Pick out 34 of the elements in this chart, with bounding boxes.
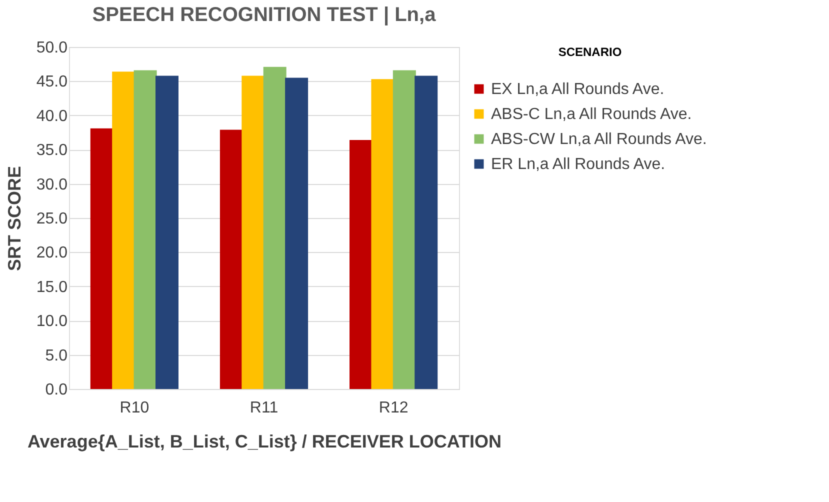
y-tick-label: 20.0 — [36, 244, 68, 262]
legend-label: ABS-C Ln,a All Rounds Ave. — [491, 106, 692, 123]
chart-title: SPEECH RECOGNITION TEST | Ln,a — [92, 4, 437, 26]
bar — [414, 76, 438, 389]
bar — [263, 66, 286, 389]
y-tick-label: 45.0 — [36, 74, 68, 91]
x-tick-label: R10 — [120, 400, 150, 416]
x-tick-label: R12 — [378, 400, 408, 416]
y-tick-label: 30.0 — [36, 176, 68, 194]
legend-title: SCENARIO — [558, 45, 622, 59]
bar — [112, 72, 136, 389]
y-tick-label: 50.0 — [36, 40, 68, 56]
bar — [220, 130, 243, 389]
y-tick-label: 0.0 — [45, 382, 68, 398]
bar — [350, 140, 373, 389]
bar — [242, 76, 265, 389]
bar — [285, 78, 308, 389]
bar — [155, 76, 178, 389]
y-tick-label: 5.0 — [45, 347, 68, 364]
legend-label: EX Ln,a All Rounds Ave. — [491, 81, 664, 98]
x-axis-title: Average{A_List, B_List, C_List} / RECEIVER LOCATION — [27, 432, 502, 452]
y-tick-label: 10.0 — [36, 313, 68, 330]
y-tick-label: 15.0 — [36, 278, 68, 296]
y-axis-title: SRT SCORE — [4, 166, 24, 272]
x-tick-label: R11 — [250, 400, 278, 416]
legend-label: ER Ln,a All Rounds Ave. — [491, 156, 666, 173]
y-tick-label: 35.0 — [36, 142, 68, 160]
bar — [371, 79, 394, 389]
bar — [392, 70, 416, 389]
bar — [90, 128, 114, 389]
y-tick-label: 40.0 — [36, 108, 68, 125]
legend-label: ABS-CW Ln,a All Rounds Ave. — [491, 131, 707, 148]
y-tick-label: 25.0 — [36, 210, 68, 228]
bar — [134, 70, 157, 389]
